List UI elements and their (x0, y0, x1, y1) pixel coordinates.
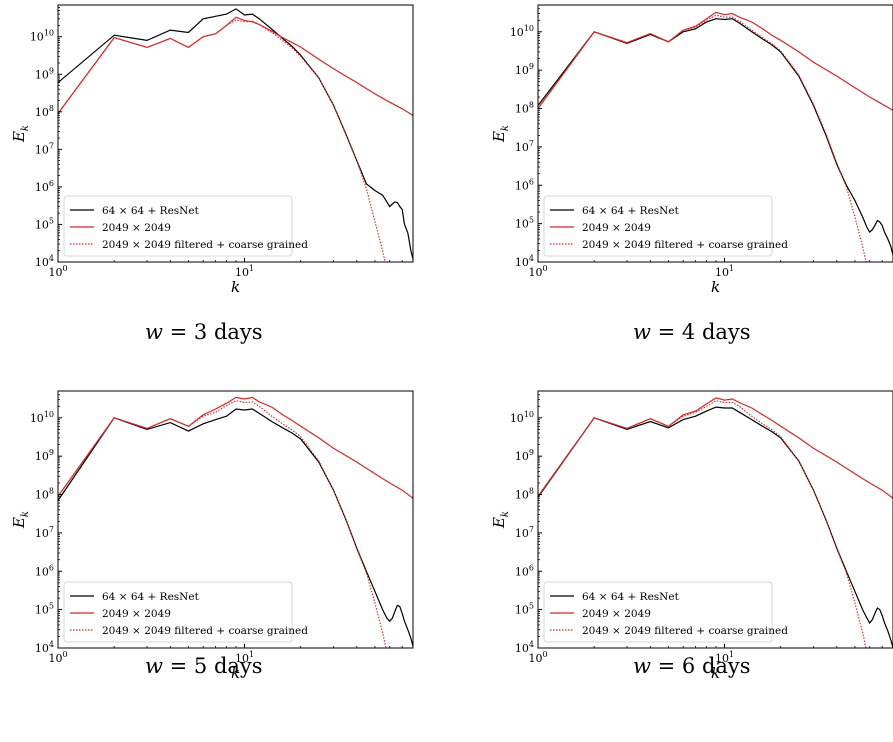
x-tick-label: 101 (715, 650, 734, 665)
series-line-2 (538, 400, 867, 648)
series-line-0 (538, 18, 893, 256)
y-tick-label: 108 (515, 101, 534, 116)
legend-entry-label: 2049 × 2049 (102, 222, 171, 234)
y-tick-label: 108 (35, 104, 54, 119)
x-tick-label: 100 (48, 650, 67, 665)
legend-entry-label: 2049 × 2049 (582, 222, 651, 234)
legend-entry-label: 2049 × 2049 filtered + coarse grained (102, 239, 308, 251)
chart-panel-w4: 104 105 106 107 108 109 1010 100 101 k Ek 64 × 64 +… (480, 0, 893, 344)
y-axis-label: Ek (10, 511, 31, 529)
chart-caption: w = 6 days (633, 654, 751, 678)
y-axis-label: Ek (490, 125, 511, 143)
series-line-1 (58, 16, 413, 117)
chart-panel-w5: 104 105 106 107 108 109 1010 100 101 k Ek 64 × 64 +… (0, 386, 440, 682)
y-tick-label: 105 (515, 602, 534, 617)
chart-caption: w = 5 days (145, 654, 263, 678)
axes-frame (537, 390, 893, 649)
y-tick-label: 104 (515, 254, 534, 269)
y-tick-label: 104 (35, 640, 54, 655)
legend-entry-label: 64 × 64 + ResNet (102, 591, 200, 603)
legend-box (63, 581, 293, 643)
x-tick-label: 101 (235, 650, 254, 665)
legend-entry-label: 64 × 64 + ResNet (102, 205, 200, 217)
series-line-2 (58, 19, 386, 262)
y-tick-label: 107 (35, 525, 54, 540)
y-tick-label: 108 (515, 487, 534, 502)
x-axis-label: k (711, 278, 720, 296)
legend-entry-label: 2049 × 2049 filtered + coarse grained (582, 625, 788, 637)
y-tick-label: 107 (35, 141, 54, 156)
x-tick-label: 101 (715, 264, 734, 279)
y-tick-label: 109 (35, 66, 54, 81)
y-tick-label: 106 (35, 563, 54, 578)
y-tick-label: 105 (515, 216, 534, 231)
axes-frame (57, 390, 414, 649)
series-line-0 (538, 406, 893, 648)
series-line-0 (58, 408, 413, 647)
x-tick-label: 101 (235, 264, 254, 279)
legend-entry-label: 2049 × 2049 (102, 608, 171, 620)
x-tick-label: 100 (528, 650, 547, 665)
legend-entry-label: 64 × 64 + ResNet (582, 591, 680, 603)
chart-panel-w6: 104 105 106 107 108 109 1010 100 101 k Ek 64 × 64 +… (480, 386, 893, 682)
legend-box (543, 195, 773, 257)
series-line-2 (58, 400, 387, 648)
legend-entry-label: 2049 × 2049 filtered + coarse grained (582, 239, 788, 251)
legend-entry-label: 64 × 64 + ResNet (582, 205, 680, 217)
y-tick-label: 104 (515, 640, 534, 655)
x-axis-label: k (231, 664, 240, 682)
chart-panel-w3: 104 105 106 107 108 109 1010 100 101 k Ek 64 × 64 +… (0, 0, 440, 344)
legend-entry-label: 2049 × 2049 filtered + coarse grained (102, 625, 308, 637)
x-tick-label: 100 (528, 264, 547, 279)
y-tick-label: 1010 (30, 29, 54, 44)
y-tick-label: 109 (35, 448, 54, 463)
y-axis-label: Ek (490, 511, 511, 529)
chart-caption: w = 4 days (633, 320, 751, 344)
y-tick-label: 107 (515, 139, 534, 154)
y-tick-label: 1010 (510, 410, 534, 425)
y-tick-label: 108 (35, 487, 54, 502)
y-tick-label: 107 (515, 525, 534, 540)
x-axis-label: k (231, 278, 240, 296)
y-tick-label: 109 (515, 62, 534, 77)
axes-frame (57, 4, 414, 263)
y-tick-label: 105 (35, 216, 54, 231)
series-line-2 (538, 14, 867, 262)
y-tick-label: 109 (515, 448, 534, 463)
y-axis-label: Ek (10, 125, 31, 143)
series-line-0 (58, 8, 413, 260)
legend-box (63, 195, 293, 257)
series-line-1 (538, 11, 893, 111)
x-axis-label: k (711, 664, 720, 682)
legend-box (543, 581, 773, 643)
y-tick-label: 106 (515, 177, 534, 192)
y-tick-label: 106 (515, 563, 534, 578)
x-tick-label: 100 (48, 264, 67, 279)
chart-caption: w = 3 days (145, 320, 263, 344)
y-tick-label: 104 (35, 254, 54, 269)
y-tick-label: 1010 (510, 24, 534, 39)
y-tick-label: 105 (35, 602, 54, 617)
axes-frame (537, 4, 893, 263)
y-tick-label: 106 (35, 179, 54, 194)
y-tick-label: 1010 (30, 410, 54, 425)
legend-entry-label: 2049 × 2049 (582, 608, 651, 620)
